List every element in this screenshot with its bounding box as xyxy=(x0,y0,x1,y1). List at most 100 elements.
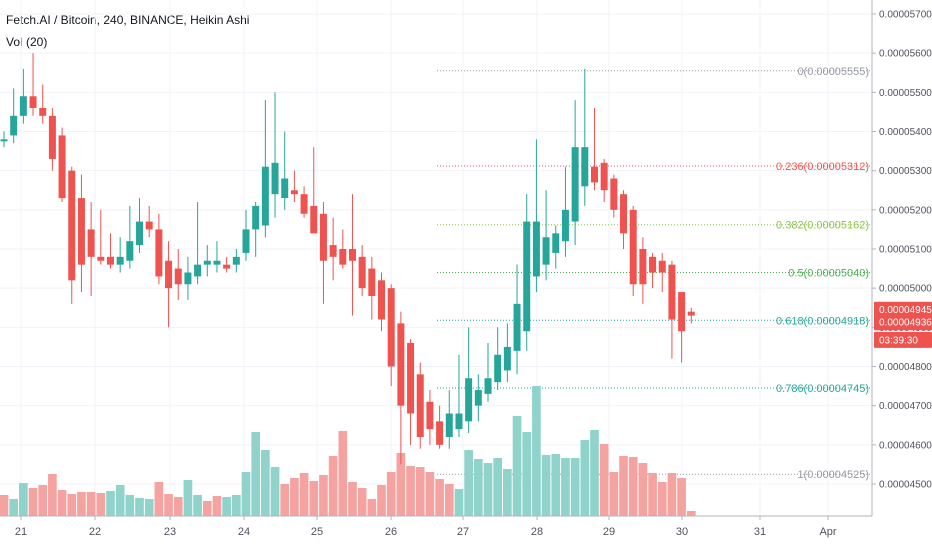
candle-body xyxy=(174,268,182,285)
candle-body xyxy=(368,268,376,296)
volume-bar xyxy=(9,499,19,516)
candle-body xyxy=(639,249,647,285)
candle-body xyxy=(329,245,337,257)
volume-bar xyxy=(541,455,551,516)
candle-body xyxy=(242,229,250,253)
candle-body xyxy=(184,272,192,285)
volume-indicator-label[interactable]: Vol (20) xyxy=(6,35,48,49)
price-tag-box xyxy=(874,301,932,318)
volume-bar xyxy=(425,472,435,516)
volume-bar xyxy=(396,453,406,516)
candle-body xyxy=(339,249,347,265)
candle-body xyxy=(223,264,231,269)
price-tag-label: 03:39:30 xyxy=(879,335,918,346)
candle-body xyxy=(484,378,492,394)
volume-bar xyxy=(406,466,415,516)
x-tick-label: 27 xyxy=(457,526,469,538)
price-tag-box xyxy=(874,331,932,348)
volume-bar xyxy=(464,450,473,516)
candle-body xyxy=(290,190,298,195)
fib-level-label: 0.786(0.00004745) xyxy=(776,383,869,395)
candle-body xyxy=(678,292,686,332)
candle-body xyxy=(165,260,173,289)
candle-body xyxy=(426,401,434,430)
candle-body xyxy=(358,256,366,289)
volume-bar xyxy=(38,485,48,516)
candle-body xyxy=(48,115,56,159)
candle-body xyxy=(378,280,386,320)
volume-bar xyxy=(106,491,115,516)
candle-body xyxy=(300,194,308,214)
volume-bar xyxy=(212,496,222,516)
candle-body xyxy=(552,233,560,253)
fib-level-label: 0.5(0.00005040) xyxy=(788,268,869,280)
candle-body xyxy=(600,162,608,191)
candle-body xyxy=(271,162,279,195)
volume-bar xyxy=(222,497,231,516)
candle-body xyxy=(87,229,95,257)
volume-bar xyxy=(115,485,125,516)
volume-bar xyxy=(561,458,570,516)
y-tick-label: 0.00005600 xyxy=(879,49,932,60)
candle-body xyxy=(668,264,676,320)
volume-bar xyxy=(154,482,164,516)
candle-body xyxy=(590,166,598,183)
candles xyxy=(0,53,695,465)
volume-bar xyxy=(19,483,28,516)
fib-level-label: 0.618(0.00004918) xyxy=(776,315,869,327)
price-tags: 0.00004945 0.00004936 03:39:30 xyxy=(874,301,932,348)
x-tick-label: 30 xyxy=(676,526,688,538)
volume-bar xyxy=(551,454,561,516)
volume-bar xyxy=(609,472,619,516)
candle-body xyxy=(455,413,463,430)
volume-bar xyxy=(667,473,677,516)
volume-bar xyxy=(261,450,270,516)
fib-level-label: 0.382(0.00005162) xyxy=(776,220,869,232)
x-tick-label: 31 xyxy=(754,526,766,538)
volume-bar xyxy=(309,481,319,516)
volume-bar xyxy=(628,457,638,516)
candle-body xyxy=(77,198,85,265)
volume-bar xyxy=(648,473,657,516)
volume-bar xyxy=(473,459,483,516)
candle-body xyxy=(155,229,163,277)
fibonacci-retracement: 0(0.00005555) 0.236(0.00005312) 0.382(0.00… xyxy=(437,66,872,481)
price-tag-box xyxy=(874,314,932,331)
candle-body xyxy=(513,303,521,351)
candle-body xyxy=(542,237,550,265)
volume-bar xyxy=(290,478,299,516)
candle-body xyxy=(126,241,134,261)
candle-body xyxy=(58,135,66,199)
candle-body xyxy=(310,205,318,234)
candle-body xyxy=(658,260,666,273)
candle-body xyxy=(474,390,482,406)
candle-body xyxy=(649,256,657,273)
volume-bar xyxy=(580,440,590,516)
candle-body xyxy=(397,323,405,406)
price-tag-label: 0.00004936 xyxy=(879,318,932,329)
candle-body xyxy=(503,346,511,371)
x-tick-label: 24 xyxy=(238,526,250,538)
x-tick-label: 29 xyxy=(603,526,615,538)
volume-bar xyxy=(67,494,77,516)
candle-body xyxy=(610,178,618,210)
candle-body xyxy=(416,374,424,437)
candle-body xyxy=(145,221,153,230)
y-tick-label: 0.00005000 xyxy=(879,284,932,295)
volume-bar xyxy=(638,463,648,516)
volume-bar xyxy=(270,467,280,516)
candle-body xyxy=(194,264,202,277)
candle-body xyxy=(494,354,502,383)
volume-bar xyxy=(454,489,464,516)
y-tick-label: 0.00005100 xyxy=(879,245,932,256)
candle-body xyxy=(281,178,289,199)
candle-body xyxy=(29,96,37,108)
volume-bar xyxy=(328,456,338,516)
volume-bar xyxy=(77,492,86,516)
volume-bar xyxy=(367,499,377,516)
candle-body xyxy=(571,147,579,222)
fib-level-label: 1(0.00004525) xyxy=(797,469,869,481)
volume-bar xyxy=(183,480,193,516)
volume-bar xyxy=(338,431,348,516)
